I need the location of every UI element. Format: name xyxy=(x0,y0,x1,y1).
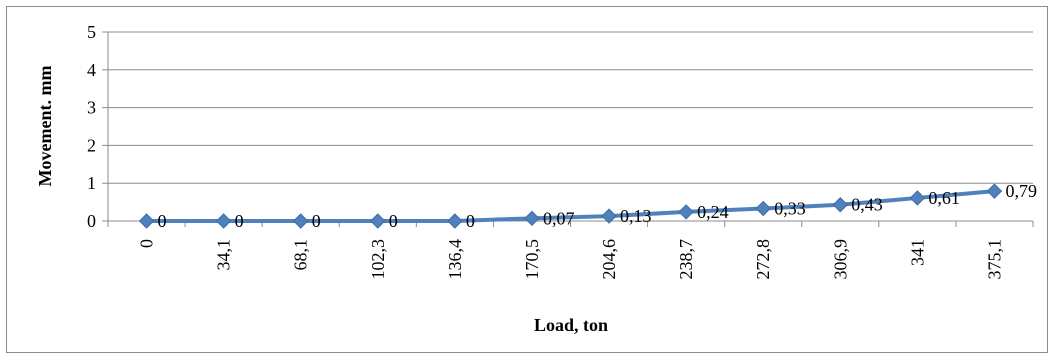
y-axis-title: Movement. mm xyxy=(35,66,55,187)
data-point-marker xyxy=(293,213,309,229)
data-point-marker xyxy=(601,208,617,224)
x-tick-label: 204,6 xyxy=(599,239,619,280)
data-label: 0,33 xyxy=(774,199,806,219)
data-label: 0 xyxy=(389,211,398,231)
x-tick-label: 306,9 xyxy=(830,239,850,280)
data-labels: 0 0 0 0 0 0,07 0,13 0,24 0,33 0,43 0,61 0,79 xyxy=(158,181,1037,231)
y-tick-label: 3 xyxy=(87,98,96,118)
data-label: 0 xyxy=(235,211,244,231)
y-tick-label: 2 xyxy=(87,135,96,155)
data-point-marker xyxy=(215,213,232,229)
x-tick-label: 170,5 xyxy=(522,239,542,280)
x-tick-labels: 0 34,1 68,1 102,3 136,4 170,5 204,6 238,7 272,8 3… xyxy=(137,239,1005,280)
data-point-marker xyxy=(755,200,771,217)
data-point-marker xyxy=(138,213,155,229)
x-axis-title: Load, ton xyxy=(534,315,608,335)
x-tick-label: 136,4 xyxy=(445,239,465,280)
data-point-marker xyxy=(370,213,386,229)
x-tick-label: 102,3 xyxy=(368,239,388,280)
x-tick-label: 0 xyxy=(137,239,157,248)
data-point-marker xyxy=(447,213,463,229)
y-tick-labels: 0 1 2 3 4 5 xyxy=(87,22,96,231)
gridlines xyxy=(108,31,1033,184)
y-tick-label: 4 xyxy=(87,60,96,80)
data-label: 0,79 xyxy=(1005,181,1036,201)
x-tick-label: 375,1 xyxy=(984,239,1004,280)
data-label: 0 xyxy=(466,211,475,231)
y-tick-label: 0 xyxy=(87,211,96,231)
series-line xyxy=(138,183,1003,229)
data-label: 0,07 xyxy=(543,208,575,228)
x-tick-label: 34,1 xyxy=(214,239,234,271)
data-label: 0,43 xyxy=(851,195,883,215)
data-label: 0 xyxy=(158,211,167,231)
x-tick-label: 68,1 xyxy=(291,239,311,271)
data-point-marker xyxy=(832,197,848,213)
data-label: 0,61 xyxy=(928,188,960,208)
series-line-path xyxy=(144,189,997,223)
x-tick-label: 341 xyxy=(907,239,927,266)
data-point-marker xyxy=(678,204,694,220)
y-tick-label: 1 xyxy=(87,173,96,193)
data-label: 0 xyxy=(312,211,321,231)
chart-frame xyxy=(6,6,1048,353)
data-point-marker xyxy=(986,183,1003,199)
data-point-marker xyxy=(524,210,540,227)
data-label: 0,24 xyxy=(697,202,729,222)
axes xyxy=(102,31,1034,227)
x-tick-label: 238,7 xyxy=(676,239,696,280)
x-tick-label: 272,8 xyxy=(753,239,773,280)
data-label: 0,13 xyxy=(620,206,652,226)
y-tick-label: 5 xyxy=(87,22,96,42)
data-point-marker xyxy=(909,190,926,206)
